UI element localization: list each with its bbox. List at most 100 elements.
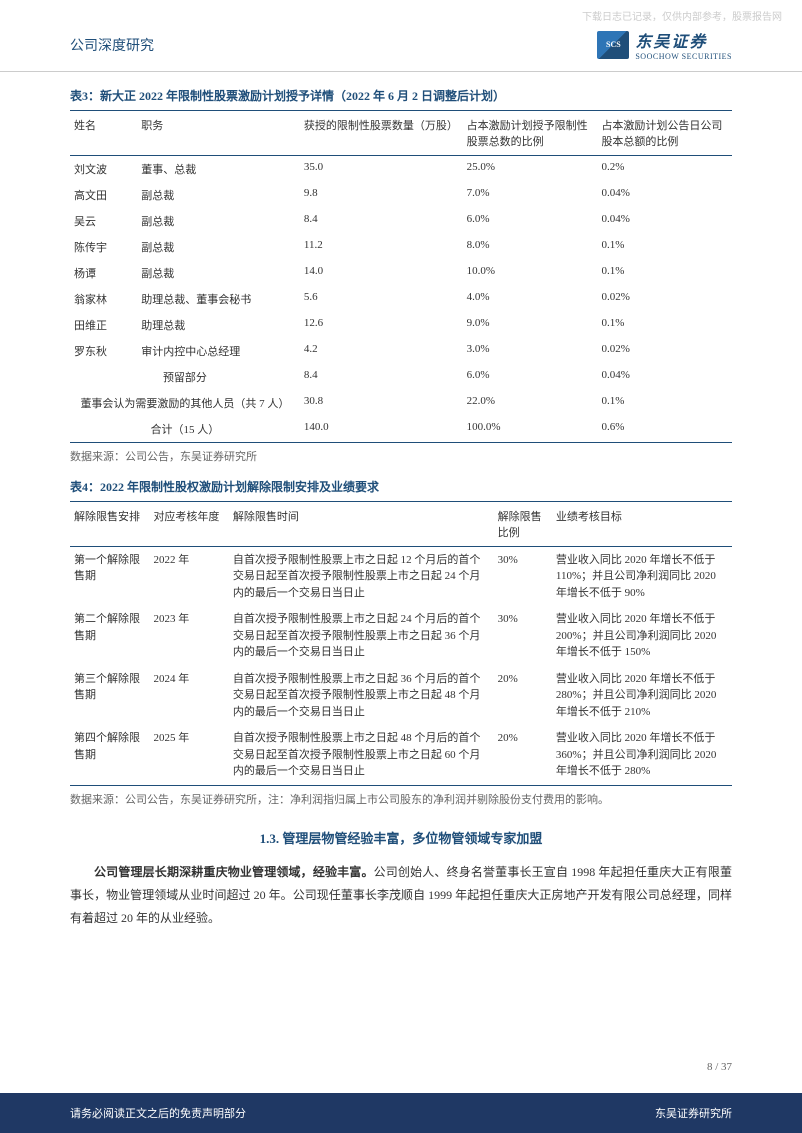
section-heading: 1.3. 管理层物管经验丰富，多位物管领域专家加盟 (70, 828, 732, 847)
table-row: 罗东秋审计内控中心总经理4.23.0%0.02% (70, 338, 732, 364)
table-row: 杨谭副总裁14.010.0%0.1% (70, 260, 732, 286)
table-cell: 10.0% (463, 260, 598, 286)
table-cell: 22.0% (463, 390, 598, 416)
company-logo: SCS 东吴证券 SOOCHOW SECURITIES (597, 28, 732, 61)
table-cell: 合计（15 人） (70, 416, 300, 443)
table-cell: 8.0% (463, 234, 598, 260)
table-cell: 营业收入同比 2020 年增长不低于 360%；并且公司净利润同比 2020 年… (552, 725, 732, 785)
table-cell: 6.0% (463, 364, 598, 390)
table-row: 第一个解除限售期2022 年自首次授予限制性股票上市之日起 12 个月后的首个交… (70, 546, 732, 606)
table-cell: 25.0% (463, 156, 598, 183)
table-row: 翁家林助理总裁、董事会秘书5.64.0%0.02% (70, 286, 732, 312)
table-cell: 高文田 (70, 182, 137, 208)
watermark-text: 下载日志已记录，仅供内部参考，股票报告网 (582, 8, 782, 23)
table-row: 田维正助理总裁12.69.0%0.1% (70, 312, 732, 338)
table-cell: 0.1% (597, 312, 732, 338)
table-row: 第二个解除限售期2023 年自首次授予限制性股票上市之日起 24 个月后的首个交… (70, 606, 732, 666)
table-header: 占本激励计划授予限制性股票总数的比例 (463, 111, 598, 156)
table-cell: 0.6% (597, 416, 732, 443)
footer-disclaimer: 请务必阅读正文之后的免责声明部分 (70, 1105, 246, 1121)
table-cell: 营业收入同比 2020 年增长不低于 280%；并且公司净利润同比 2020 年… (552, 666, 732, 726)
table-cell: 副总裁 (137, 234, 300, 260)
table-row: 刘文波董事、总裁35.025.0%0.2% (70, 156, 732, 183)
table-header: 职务 (137, 111, 300, 156)
table-cell: 助理总裁 (137, 312, 300, 338)
table-cell: 刘文波 (70, 156, 137, 183)
table-cell: 罗东秋 (70, 338, 137, 364)
table-header: 占本激励计划公告日公司股本总额的比例 (597, 111, 732, 156)
table-cell: 0.02% (597, 338, 732, 364)
table-row: 预留部分8.46.0%0.04% (70, 364, 732, 390)
table-cell: 自首次授予限制性股票上市之日起 48 个月后的首个交易日起至首次授予限制性股票上… (229, 725, 494, 785)
table-cell: 陈传宇 (70, 234, 137, 260)
table-cell: 8.4 (300, 364, 463, 390)
table-cell: 20% (494, 666, 552, 726)
table4-source: 数据来源：公司公告，东吴证券研究所，注：净利润指归属上市公司股东的净利润并剔除股… (70, 792, 732, 809)
table-cell: 5.6 (300, 286, 463, 312)
table-header: 解除限售比例 (494, 501, 552, 546)
table-cell: 100.0% (463, 416, 598, 443)
table-header: 解除限售时间 (229, 501, 494, 546)
table-cell: 30.8 (300, 390, 463, 416)
table3-source: 数据来源：公司公告，东吴证券研究所 (70, 449, 732, 466)
logo-english: SOOCHOW SECURITIES (635, 52, 732, 61)
table-cell: 助理总裁、董事会秘书 (137, 286, 300, 312)
table-cell: 2022 年 (149, 546, 228, 606)
table-row: 董事会认为需要激励的其他人员（共 7 人）30.822.0%0.1% (70, 390, 732, 416)
table-cell: 30% (494, 546, 552, 606)
table-cell: 12.6 (300, 312, 463, 338)
table-cell: 2024 年 (149, 666, 228, 726)
table-cell: 7.0% (463, 182, 598, 208)
table-header: 姓名 (70, 111, 137, 156)
table-cell: 14.0 (300, 260, 463, 286)
table-cell: 营业收入同比 2020 年增长不低于 200%；并且公司净利润同比 2020 年… (552, 606, 732, 666)
body-paragraph: 公司管理层长期深耕重庆物业管理领域，经验丰富。公司创始人、终身名誉董事长王宣自 … (70, 861, 732, 929)
table3-title: 表3：新大正 2022 年限制性股票激励计划授予详情（2022 年 6 月 2 … (70, 87, 732, 104)
table-cell: 0.02% (597, 286, 732, 312)
table-row: 陈传宇副总裁11.28.0%0.1% (70, 234, 732, 260)
table-cell: 0.1% (597, 234, 732, 260)
table-cell: 0.1% (597, 390, 732, 416)
table-cell: 0.1% (597, 260, 732, 286)
table-cell: 副总裁 (137, 260, 300, 286)
table4-title: 表4：2022 年限制性股权激励计划解除限制安排及业绩要求 (70, 478, 732, 495)
table-cell: 140.0 (300, 416, 463, 443)
page-number: 8 / 37 (707, 1061, 732, 1073)
header-title: 公司深度研究 (70, 35, 154, 55)
table-cell: 4.2 (300, 338, 463, 364)
table-cell: 第一个解除限售期 (70, 546, 149, 606)
logo-icon: SCS (597, 31, 629, 59)
table-cell: 第三个解除限售期 (70, 666, 149, 726)
bold-lead: 公司管理层长期深耕重庆物业管理领域，经验丰富。 (94, 865, 374, 879)
table-cell: 自首次授予限制性股票上市之日起 24 个月后的首个交易日起至首次授予限制性股票上… (229, 606, 494, 666)
table-row: 第四个解除限售期2025 年自首次授予限制性股票上市之日起 48 个月后的首个交… (70, 725, 732, 785)
table-header: 获授的限制性股票数量（万股） (300, 111, 463, 156)
footer-company: 东吴证券研究所 (655, 1105, 732, 1121)
table-cell: 30% (494, 606, 552, 666)
table-row: 高文田副总裁9.87.0%0.04% (70, 182, 732, 208)
table-cell: 3.0% (463, 338, 598, 364)
table-cell: 董事、总裁 (137, 156, 300, 183)
table-cell: 0.04% (597, 182, 732, 208)
table-cell: 杨谭 (70, 260, 137, 286)
table-cell: 第四个解除限售期 (70, 725, 149, 785)
table-cell: 0.04% (597, 208, 732, 234)
table-cell: 翁家林 (70, 286, 137, 312)
table-cell: 副总裁 (137, 208, 300, 234)
table-row: 第三个解除限售期2024 年自首次授予限制性股票上市之日起 36 个月后的首个交… (70, 666, 732, 726)
table-header: 业绩考核目标 (552, 501, 732, 546)
table4: 解除限售安排对应考核年度解除限售时间解除限售比例业绩考核目标 第一个解除限售期2… (70, 501, 732, 786)
logo-chinese: 东吴证券 (635, 28, 732, 52)
table-cell: 预留部分 (70, 364, 300, 390)
table-cell: 11.2 (300, 234, 463, 260)
table-cell: 4.0% (463, 286, 598, 312)
table-cell: 田维正 (70, 312, 137, 338)
table-cell: 0.2% (597, 156, 732, 183)
table-cell: 8.4 (300, 208, 463, 234)
table-cell: 2025 年 (149, 725, 228, 785)
table-cell: 营业收入同比 2020 年增长不低于 110%；并且公司净利润同比 2020 年… (552, 546, 732, 606)
table-cell: 0.04% (597, 364, 732, 390)
table-cell: 2023 年 (149, 606, 228, 666)
table-header: 解除限售安排 (70, 501, 149, 546)
logo-text-wrap: 东吴证券 SOOCHOW SECURITIES (635, 28, 732, 61)
